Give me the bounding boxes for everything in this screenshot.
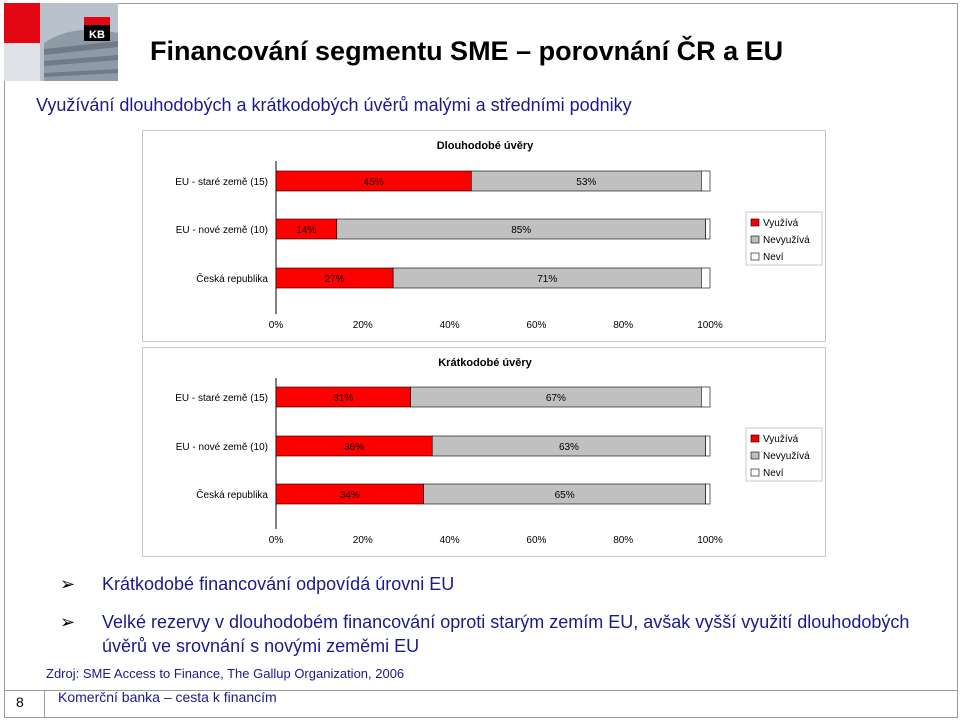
slide-frame <box>4 3 958 718</box>
long-term-loans-chart: Dlouhodobé úvěry EU - staré země (15) 45% 5… <box>142 130 826 342</box>
x-tick-label: 0% <box>269 320 284 331</box>
bullet-item: ➢ Velké rezervy v dlouhodobém financován… <box>60 610 940 658</box>
chart-legend: Využívá Nevyužívá Neví <box>745 427 823 482</box>
footer-divider-vertical <box>44 690 45 718</box>
legend-entry: Využívá <box>763 218 799 229</box>
page-title: Financování segmentu SME – porovnání ČR … <box>150 36 784 66</box>
x-tick-label: 40% <box>440 535 460 546</box>
legend-entry: Využívá <box>763 434 799 445</box>
arrow-bullet-icon: ➢ <box>60 612 76 632</box>
x-tick-label: 60% <box>526 535 546 546</box>
x-tick-label: 0% <box>269 535 284 546</box>
footer-text: Komerční banka – cesta k financím <box>58 689 277 705</box>
category-label: Česká republika <box>196 272 268 285</box>
legend-swatch <box>750 451 760 460</box>
data-label: 36% <box>344 442 364 453</box>
bar-segment <box>705 483 711 505</box>
data-label: 27% <box>325 274 345 285</box>
x-tick-label: 80% <box>613 320 633 331</box>
data-label: 63% <box>559 442 579 453</box>
source-note: Zdroj: SME Access to Finance, The Gallup… <box>46 666 405 681</box>
legend-entry: Nevyužívá <box>763 235 810 246</box>
data-label: 31% <box>333 393 353 404</box>
legend-swatch <box>750 252 760 261</box>
category-label: Česká republika <box>196 488 268 501</box>
bullet-item: ➢ Krátkodobé financování odpovídá úrovni… <box>60 572 940 596</box>
x-tick-label: 100% <box>697 320 723 331</box>
data-label: 14% <box>296 225 316 236</box>
data-label: 67% <box>546 393 566 404</box>
x-tick-label: 100% <box>697 535 723 546</box>
category-label: EU - staré země (15) <box>175 393 268 404</box>
x-tick-label: 20% <box>353 535 373 546</box>
kb-logo: KB <box>4 3 118 81</box>
footer-divider <box>4 690 958 691</box>
logo-text: KB <box>89 29 105 41</box>
bullet-text: Krátkodobé financování odpovídá úrovni E… <box>102 574 455 594</box>
bar-segment <box>705 218 711 240</box>
legend-entry: Nevyužívá <box>763 451 810 462</box>
x-tick-label: 40% <box>440 320 460 331</box>
legend-swatch <box>750 218 760 227</box>
category-label: EU - nové země (10) <box>176 442 268 453</box>
data-label: 53% <box>576 177 596 188</box>
bar-segment <box>701 267 711 289</box>
data-label: 34% <box>340 490 360 501</box>
chart-title: Krátkodobé úvěry <box>438 357 532 369</box>
legend-swatch <box>750 434 760 443</box>
bar-segment <box>701 170 711 192</box>
category-label: EU - staré země (15) <box>175 177 268 188</box>
data-label: 71% <box>537 274 557 285</box>
arrow-bullet-icon: ➢ <box>60 574 76 594</box>
legend-swatch <box>750 235 760 244</box>
data-label: 85% <box>511 225 531 236</box>
bar-segment <box>701 386 711 408</box>
page-number: 8 <box>16 694 24 710</box>
x-tick-label: 80% <box>613 535 633 546</box>
page-subtitle: Využívání dlouhodobých a krátkodobých úv… <box>36 95 632 115</box>
short-term-loans-chart: Krátkodobé úvěry EU - staré země (15) 31% 6… <box>142 347 826 557</box>
bullet-text: Velké rezervy v dlouhodobém financování … <box>102 612 910 656</box>
data-label: 45% <box>364 177 384 188</box>
legend-entry: Neví <box>763 252 784 263</box>
category-label: EU - nové země (10) <box>176 225 268 236</box>
legend-entry: Neví <box>763 468 784 479</box>
bullet-list: ➢ Krátkodobé financování odpovídá úrovni… <box>60 572 940 658</box>
data-label: 65% <box>555 490 575 501</box>
x-tick-label: 20% <box>353 320 373 331</box>
bar-segment <box>705 435 711 457</box>
chart-title: Dlouhodobé úvěry <box>437 140 534 152</box>
legend-swatch <box>750 468 760 477</box>
x-tick-label: 60% <box>526 320 546 331</box>
chart-legend: Využívá Nevyužívá Neví <box>745 211 823 266</box>
